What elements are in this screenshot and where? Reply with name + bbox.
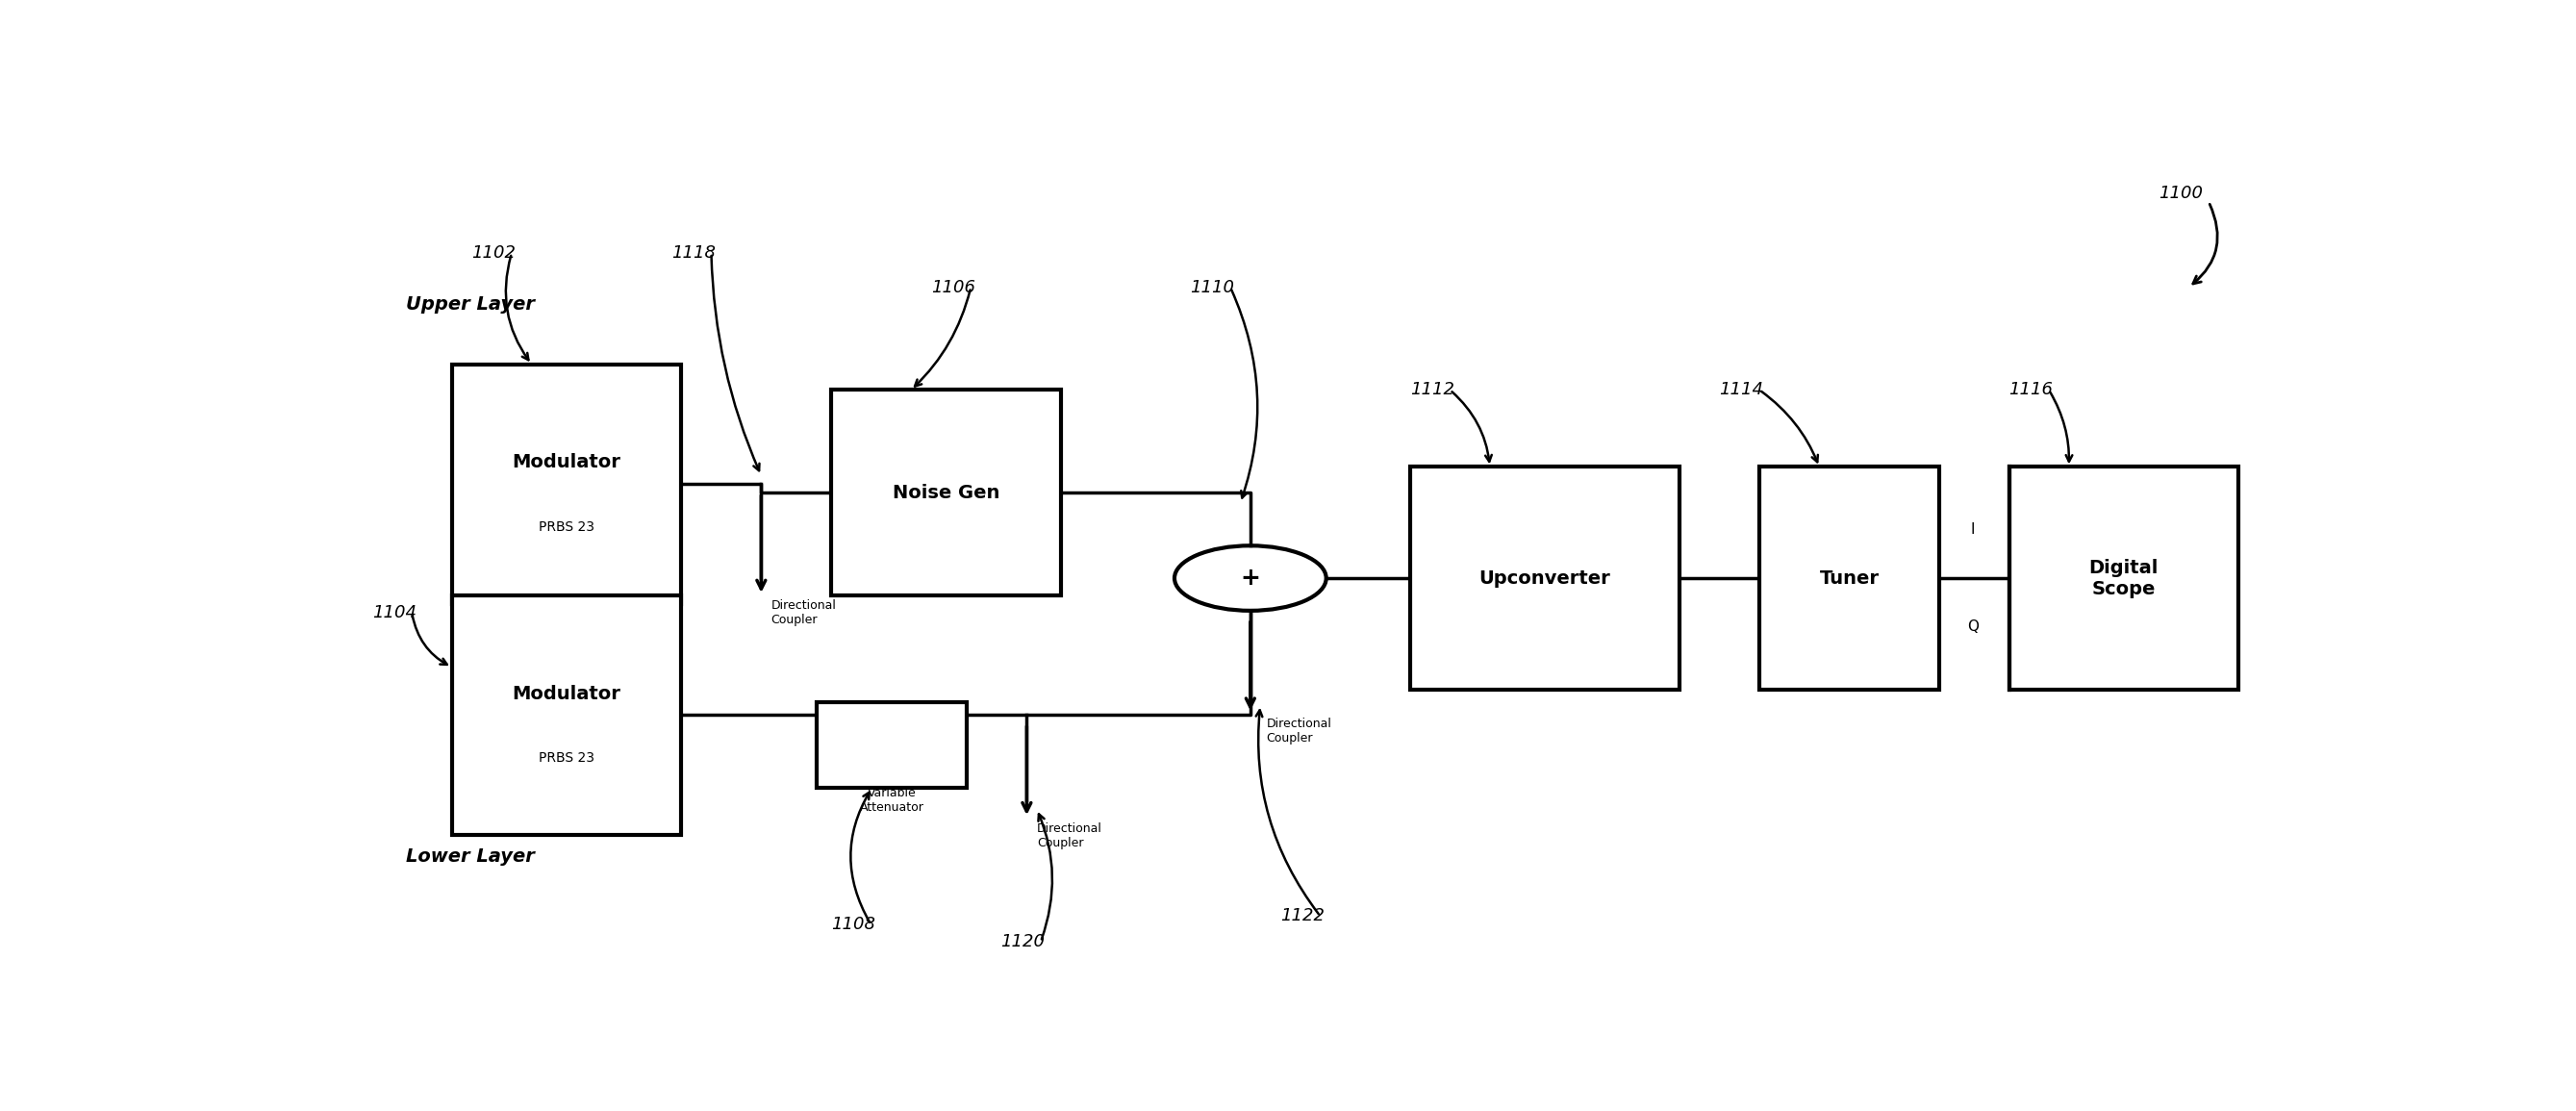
Text: Directional
Coupler: Directional Coupler	[1267, 718, 1332, 744]
FancyBboxPatch shape	[451, 595, 680, 834]
FancyBboxPatch shape	[1409, 467, 1680, 689]
Text: Q: Q	[1968, 620, 1978, 634]
Text: Digital
Scope: Digital Scope	[2089, 559, 2159, 598]
Text: Tuner: Tuner	[1819, 569, 1878, 588]
Text: 1122: 1122	[1280, 908, 1324, 924]
Text: Modulator: Modulator	[513, 453, 621, 472]
Text: 1108: 1108	[832, 915, 876, 933]
Text: 1114: 1114	[1721, 381, 1765, 399]
Text: 1112: 1112	[1409, 381, 1455, 399]
FancyBboxPatch shape	[832, 390, 1061, 595]
Text: I: I	[1971, 522, 1976, 537]
Text: 1116: 1116	[2009, 381, 2053, 399]
FancyBboxPatch shape	[1759, 467, 1940, 689]
Text: Noise Gen: Noise Gen	[891, 483, 999, 502]
FancyBboxPatch shape	[451, 364, 680, 604]
FancyBboxPatch shape	[817, 702, 966, 788]
Text: 1110: 1110	[1190, 279, 1234, 296]
Text: PRBS 23: PRBS 23	[538, 520, 595, 533]
Text: Upper Layer: Upper Layer	[407, 296, 536, 313]
Text: Variable
Attenuator: Variable Attenuator	[860, 787, 925, 814]
Text: Modulator: Modulator	[513, 684, 621, 703]
Text: Directional
Coupler: Directional Coupler	[770, 600, 837, 627]
Text: 1102: 1102	[471, 244, 515, 262]
Text: 1104: 1104	[371, 603, 417, 621]
Text: Lower Layer: Lower Layer	[407, 847, 536, 865]
FancyBboxPatch shape	[2009, 467, 2239, 689]
Text: 1120: 1120	[1002, 933, 1046, 950]
Text: 1118: 1118	[672, 244, 716, 262]
Text: +: +	[1239, 567, 1260, 590]
Text: PRBS 23: PRBS 23	[538, 751, 595, 764]
Text: Directional
Coupler: Directional Coupler	[1036, 822, 1103, 849]
Text: 1100: 1100	[2159, 184, 2202, 202]
Text: Upconverter: Upconverter	[1479, 569, 1610, 588]
Text: 1106: 1106	[930, 279, 976, 296]
